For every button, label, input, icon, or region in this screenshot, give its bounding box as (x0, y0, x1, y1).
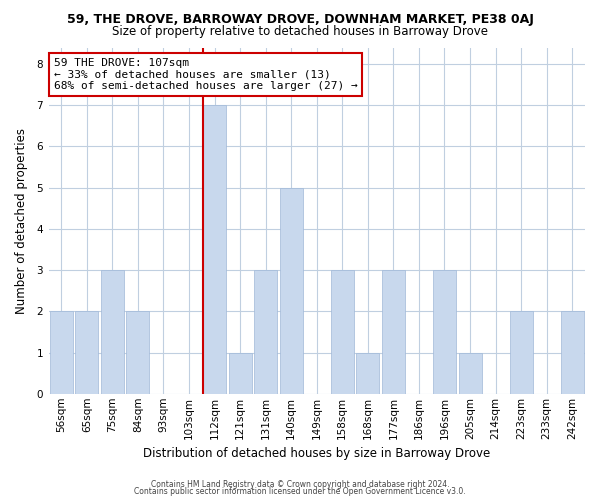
Bar (127, 312, 149, 394)
Bar (382, 270, 405, 394)
Bar (203, 105, 226, 394)
Bar (433, 270, 456, 394)
Text: 59 THE DROVE: 107sqm
← 33% of detached houses are smaller (13)
68% of semi-detac: 59 THE DROVE: 107sqm ← 33% of detached h… (54, 58, 358, 91)
Text: 59, THE DROVE, BARROWAY DROVE, DOWNHAM MARKET, PE38 0AJ: 59, THE DROVE, BARROWAY DROVE, DOWNHAM M… (67, 12, 533, 26)
Bar (50, 312, 73, 394)
Bar (254, 270, 277, 394)
Text: Size of property relative to detached houses in Barroway Drove: Size of property relative to detached ho… (112, 25, 488, 38)
Bar (356, 352, 379, 394)
Bar (229, 352, 251, 394)
Text: Contains public sector information licensed under the Open Government Licence v3: Contains public sector information licen… (134, 487, 466, 496)
Bar (101, 270, 124, 394)
Bar (331, 270, 354, 394)
Bar (76, 312, 98, 394)
Bar (280, 188, 303, 394)
Y-axis label: Number of detached properties: Number of detached properties (15, 128, 28, 314)
X-axis label: Distribution of detached houses by size in Barroway Drove: Distribution of detached houses by size … (143, 447, 490, 460)
Bar (561, 312, 584, 394)
Bar (509, 312, 533, 394)
Text: Contains HM Land Registry data © Crown copyright and database right 2024.: Contains HM Land Registry data © Crown c… (151, 480, 449, 489)
Bar (458, 352, 482, 394)
